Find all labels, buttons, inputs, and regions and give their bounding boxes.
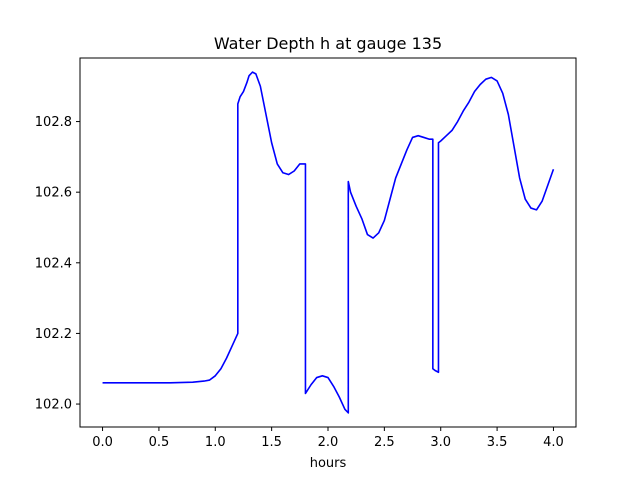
x-tick-label: 0.0 — [92, 435, 113, 450]
x-tick-label: 3.5 — [487, 435, 508, 450]
y-tick-label: 102.6 — [35, 186, 72, 201]
x-tick-label: 1.5 — [261, 435, 282, 450]
x-tick-label: 2.0 — [318, 435, 339, 450]
series-line — [102, 71, 555, 414]
y-tick-label: 102.2 — [35, 327, 72, 342]
x-axis-label: hours — [310, 456, 347, 471]
x-tick-label: 0.5 — [149, 435, 170, 450]
x-tick-label: 2.5 — [374, 435, 395, 450]
x-tick-label: 4.0 — [543, 435, 564, 450]
x-tick-label: 3.0 — [430, 435, 451, 450]
y-tick-label: 102.4 — [35, 256, 72, 271]
plot-area-frame — [79, 57, 577, 428]
y-tick-label: 102.0 — [35, 398, 72, 413]
chart-title: Water Depth h at gauge 135 — [214, 34, 442, 53]
x-tick-label: 1.0 — [205, 435, 226, 450]
y-tick-label: 102.8 — [35, 115, 72, 130]
ticks-group: 0.0 0.5 1.0 1.5 2.0 2.5 3.0 3.5 4.0 102.0 102.2 102… — [35, 115, 564, 450]
